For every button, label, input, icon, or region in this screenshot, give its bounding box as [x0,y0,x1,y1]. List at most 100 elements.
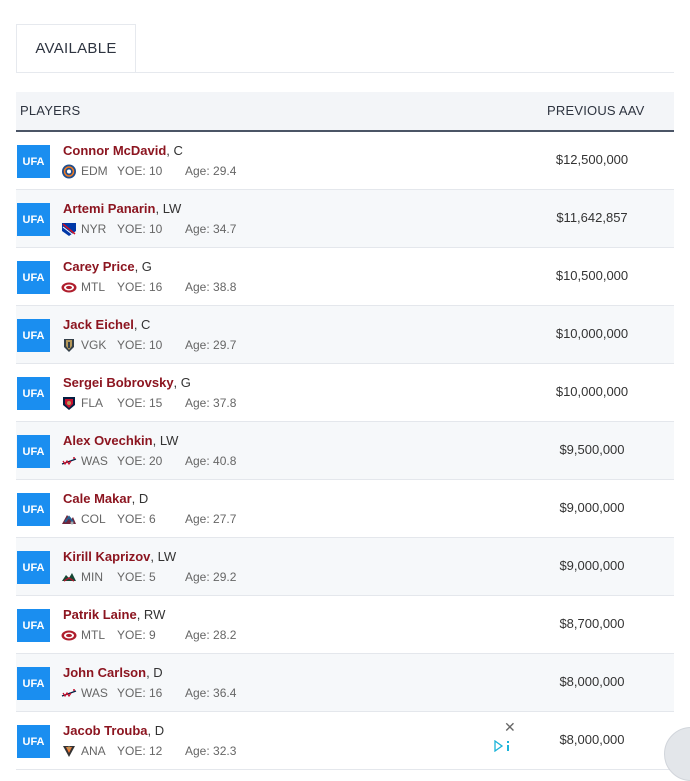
player-position: , LW [150,549,177,564]
player-position: , C [133,317,151,332]
status-badge[interactable]: UFA [17,203,50,236]
player-position: , RW [136,607,166,622]
tab-bar: AVAILABLE [16,24,674,73]
player-name-cell: John Carlson, D [63,665,163,680]
team-abbrev: ANA [81,744,106,758]
player-position: , LW [152,433,179,448]
team-abbrev: WAS [81,686,108,700]
player-name-cell: Artemi Panarin, LW [63,201,181,216]
status-badge[interactable]: UFA [17,377,50,410]
player-position: , LW [155,201,182,216]
player-position: , G [173,375,191,390]
years-of-experience: YOE: 10 [117,164,163,178]
player-position: , D [146,665,163,680]
capitals-logo-icon [61,689,77,698]
player-age: Age: 37.8 [185,396,237,410]
team-abbrev: MTL [81,280,105,294]
player-age: Age: 29.7 [185,338,237,352]
table-row: UFA Kirill Kaprizov, LW MIN YOE: 5 Age: 29.2… [16,538,674,596]
table-row: UFA Cale Makar, D COL YOE: 6 Age: 27.7 $9,000… [16,480,674,538]
player-name-link[interactable]: Connor McDavid [63,143,167,158]
status-badge[interactable]: UFA [17,261,50,294]
years-of-experience: YOE: 16 [117,686,163,700]
player-position: , G [134,259,152,274]
player-age: Age: 40.8 [185,454,237,468]
ducks-logo-icon [63,746,75,757]
player-age: Age: 32.3 [185,744,237,758]
years-of-experience: YOE: 10 [117,222,163,236]
team-abbrev: MTL [81,628,105,642]
previous-aav-value: $10,000,000 [555,384,629,399]
status-badge[interactable]: UFA [17,609,50,642]
status-badge[interactable]: UFA [17,493,50,526]
capitals-logo-icon [61,457,77,466]
player-name-cell: Kirill Kaprizov, LW [63,549,176,564]
status-badge[interactable]: UFA [17,319,50,352]
previous-aav-value: $10,000,000 [555,326,629,341]
player-name-link[interactable]: Artemi Panarin [63,201,156,216]
years-of-experience: YOE: 5 [117,570,156,584]
status-badge[interactable]: UFA [17,725,50,758]
player-name-link[interactable]: Kirill Kaprizov [63,549,151,564]
player-name-link[interactable]: Carey Price [63,259,135,274]
player-age: Age: 38.8 [185,280,237,294]
previous-aav-value: $10,500,000 [555,268,629,283]
player-name-cell: Jacob Trouba, D [63,723,164,738]
player-name-link[interactable]: Jack Eichel [63,317,134,332]
player-name-link[interactable]: Jacob Trouba [63,723,148,738]
close-ad-icon[interactable]: ✕ [504,719,516,735]
previous-aav-value: $8,700,000 [559,616,625,631]
player-age: Age: 28.2 [185,628,237,642]
years-of-experience: YOE: 16 [117,280,163,294]
team-abbrev: MIN [81,570,103,584]
previous-aav-value: $8,000,000 [559,674,625,689]
players-table: UFA Connor McDavid, C EDM YOE: 10 Age: 29.4 $… [16,132,674,770]
table-row: UFA Alex Ovechkin, LW WAS YOE: 20 Age: 40.8 $… [16,422,674,480]
years-of-experience: YOE: 10 [117,338,163,352]
team-abbrev: VGK [81,338,107,352]
player-name-cell: Sergei Bobrovsky, G [63,375,191,390]
years-of-experience: YOE: 6 [117,512,156,526]
previous-aav-value: $11,642,857 [556,210,628,225]
years-of-experience: YOE: 15 [117,396,163,410]
table-row: UFA Carey Price, G MTL YOE: 16 Age: 38.8 $10,… [16,248,674,306]
player-name-link[interactable]: Alex Ovechkin [63,433,153,448]
status-badge[interactable]: UFA [17,551,50,584]
golden-knights-logo-icon [64,339,74,352]
table-row: UFA John Carlson, D WAS YOE: 16 Age: 36.4 $8,… [16,654,674,712]
team-abbrev: FLA [81,396,104,410]
years-of-experience: YOE: 12 [117,744,163,758]
player-name-link[interactable]: John Carlson [63,665,147,680]
table-row: UFA Patrik Laine, RW MTL YOE: 9 Age: 28.2 $8,… [16,596,674,654]
status-badge[interactable]: UFA [17,667,50,700]
wild-logo-icon [62,573,76,582]
panthers-logo-icon [63,397,75,410]
rangers-logo-icon [62,223,76,236]
canadiens-logo-icon [61,282,77,293]
previous-aav-value: $8,000,000 [559,732,625,747]
team-abbrev: NYR [81,222,107,236]
player-age: Age: 27.7 [185,512,237,526]
table-row: UFA Jack Eichel, C VGK YOE: 10 Age: 29.7 $10,… [16,306,674,364]
player-name-cell: Carey Price, G [63,259,152,274]
table-row: UFA Sergei Bobrovsky, G FLA YOE: 15 Age: 37.… [16,364,674,422]
player-name-cell: Jack Eichel, C [63,317,150,332]
player-name-link[interactable]: Cale Makar [63,491,132,506]
player-age: Age: 29.2 [185,570,237,584]
team-abbrev: WAS [81,454,108,468]
column-header-players[interactable]: PLAYERS [20,103,81,118]
previous-aav-value: $9,000,000 [559,500,625,515]
status-badge[interactable]: UFA [17,145,50,178]
previous-aav-value: $9,500,000 [559,442,625,457]
avalanche-logo-icon [62,515,76,525]
status-badge[interactable]: UFA [17,435,50,468]
column-header-previous-aav[interactable]: PREVIOUS AAV [547,103,645,118]
ad-choices-icon[interactable] [493,740,513,752]
player-position: , C [166,143,183,158]
previous-aav-value: $12,500,000 [555,152,629,167]
tab-available[interactable]: AVAILABLE [16,24,136,72]
player-age: Age: 36.4 [185,686,237,700]
player-name-link[interactable]: Sergei Bobrovsky [63,375,174,390]
player-name-link[interactable]: Patrik Laine [63,607,137,622]
table-header: PLAYERS PREVIOUS AAV [16,92,674,132]
